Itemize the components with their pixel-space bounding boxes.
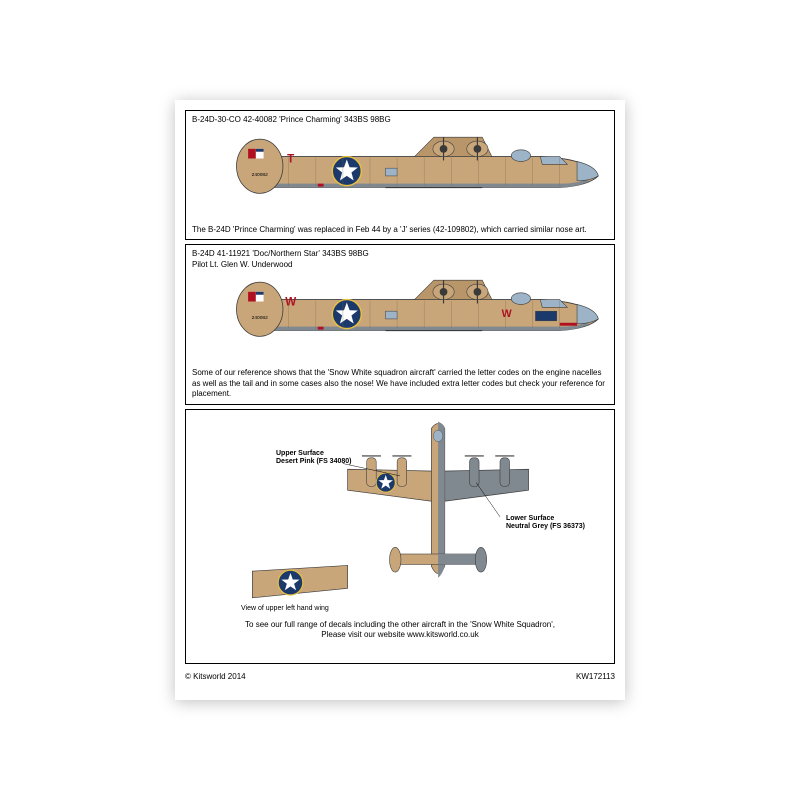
lower-surface-label: Lower Surface Neutral Grey (FS 36373): [506, 515, 585, 532]
aircraft1-profile: 240082 T: [192, 126, 608, 221]
svg-text:W: W: [502, 308, 513, 320]
aircraft1-note: The B-24D 'Prince Charming' was replaced…: [192, 225, 608, 235]
svg-text:240082: 240082: [252, 172, 268, 178]
bottom-row: © Kitsworld 2014 KW172113: [185, 672, 615, 681]
footer-text: To see our full range of decals includin…: [192, 620, 608, 641]
aircraft-topview: [192, 414, 608, 614]
panel-doc-northern-star: B-24D 41-11921 'Doc/Northern Star' 343BS…: [185, 244, 615, 404]
sheet-code: KW172113: [576, 672, 615, 681]
svg-text:W: W: [285, 296, 296, 309]
svg-text:240082: 240082: [252, 315, 268, 321]
panel-topview: Upper Surface Desert Pink (FS 34080) Low…: [185, 409, 615, 664]
instruction-sheet: B-24D-30-CO 42-40082 'Prince Charming' 3…: [175, 100, 625, 700]
aircraft2-subtitle: Pilot Lt. Glen W. Underwood: [192, 260, 608, 269]
aircraft1-title: B-24D-30-CO 42-40082 'Prince Charming' 3…: [192, 115, 608, 124]
svg-text:T: T: [287, 152, 294, 165]
panel-prince-charming: B-24D-30-CO 42-40082 'Prince Charming' 3…: [185, 110, 615, 240]
wing-view-label: View of upper left hand wing: [241, 605, 329, 613]
copyright: © Kitsworld 2014: [185, 672, 246, 681]
aircraft2-title: B-24D 41-11921 'Doc/Northern Star' 343BS…: [192, 249, 608, 258]
footer-line1: To see our full range of decals includin…: [245, 620, 555, 629]
aircraft2-profile: 240082 W W: [192, 269, 608, 364]
upper-surface-label: Upper Surface Desert Pink (FS 34080): [276, 450, 351, 467]
aircraft2-note: Some of our reference shows that the 'Sn…: [192, 368, 608, 399]
footer-line2: Please visit our website www.kitsworld.c…: [321, 630, 478, 639]
